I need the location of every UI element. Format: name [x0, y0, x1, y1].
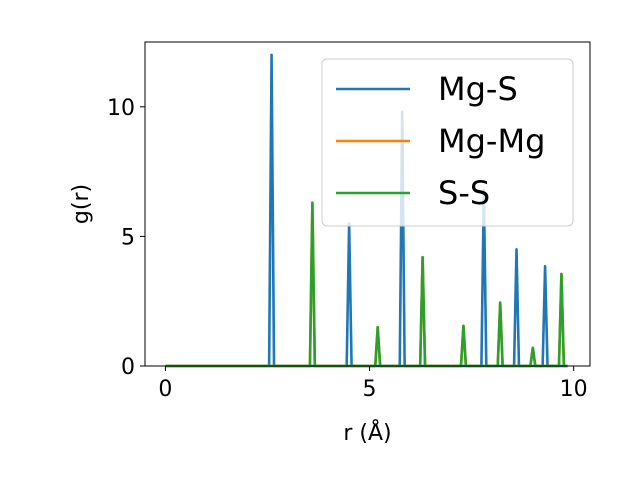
- x-tick-label: 5: [363, 377, 377, 402]
- x-tick-label: 0: [158, 377, 172, 402]
- x-axis-label: r (Å): [343, 419, 391, 446]
- legend-box: [321, 58, 574, 227]
- ticks-layer: 0 5 10 0 5 10: [107, 96, 588, 402]
- legend-label-mg-s: Mg-S: [438, 70, 518, 108]
- legend: Mg-S Mg-Mg S-S: [321, 58, 574, 227]
- y-axis-label: g(r): [69, 184, 94, 224]
- legend-label-s-s: S-S: [438, 174, 490, 212]
- legend-label-mg-mg: Mg-Mg: [438, 122, 545, 160]
- y-tick-label: 5: [121, 225, 135, 250]
- y-tick-label: 0: [121, 355, 135, 380]
- x-tick-label: 10: [560, 377, 588, 402]
- plot-frame: [144, 41, 591, 367]
- y-tick-label: 10: [107, 96, 135, 121]
